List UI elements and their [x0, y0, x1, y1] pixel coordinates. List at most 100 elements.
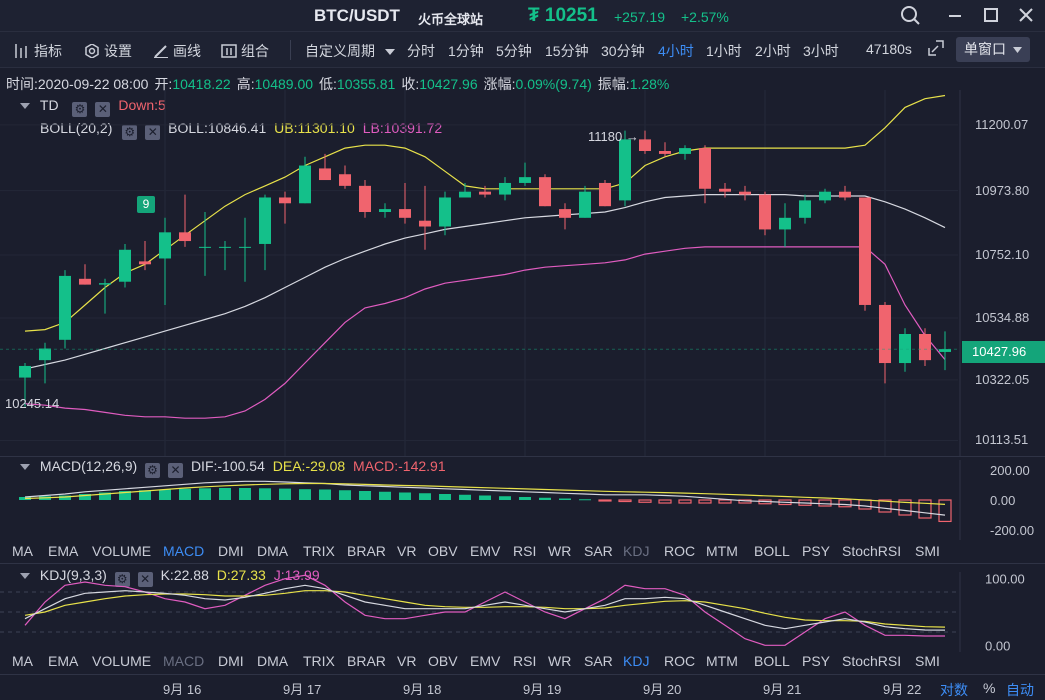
indicators-button[interactable]: 指标: [14, 41, 62, 61]
gear-icon[interactable]: ⚙: [145, 463, 161, 478]
indicator-tab-volume[interactable]: VOLUME: [92, 653, 152, 669]
indicator-tab-sar[interactable]: SAR: [584, 653, 613, 669]
indicator-tab-rsi[interactable]: RSI: [513, 653, 537, 669]
indicator-tab-emv[interactable]: EMV: [470, 653, 501, 669]
indicator-tab-roc[interactable]: ROC: [664, 543, 696, 559]
candlestick-chart[interactable]: [0, 90, 1045, 456]
indicator-tab-smi[interactable]: SMI: [915, 543, 940, 559]
indicator-tab-kdj[interactable]: KDJ: [623, 653, 650, 669]
search-icon[interactable]: [897, 4, 923, 28]
indicator-tab-vr[interactable]: VR: [397, 543, 417, 559]
period-tab-1h[interactable]: 1小时: [706, 43, 742, 59]
auto-scale-toggle[interactable]: 自动: [1006, 682, 1034, 698]
close-icon[interactable]: ✕: [168, 463, 184, 478]
macd-hist-bar: [519, 497, 531, 500]
period-tab-fenshi[interactable]: 分时: [407, 43, 435, 59]
macd-hist-bar: [598, 499, 612, 502]
macd-hist-bar: [219, 488, 231, 500]
indicator-tab-ma[interactable]: MA: [12, 543, 33, 559]
indicator-tab-trix[interactable]: TRIX: [303, 653, 335, 669]
candle-body: [639, 139, 651, 151]
period-tab-4h[interactable]: 4小时: [658, 43, 694, 59]
draw-button[interactable]: 画线: [153, 41, 201, 61]
indicator-tab-brar[interactable]: BRAR: [347, 653, 386, 669]
close-icon[interactable]: [1013, 4, 1039, 28]
period-tab-30m[interactable]: 30分钟: [601, 43, 645, 59]
indicator-tab-boll[interactable]: BOLL: [754, 543, 790, 559]
indicator-tab-kdj[interactable]: KDJ: [623, 543, 650, 559]
kdj-chart[interactable]: 100.00 0.00: [0, 572, 1045, 652]
indicator-tab-ma[interactable]: MA: [12, 653, 33, 669]
indicator-tab-dmi[interactable]: DMI: [218, 653, 244, 669]
price-tick-label: 10113.51: [975, 432, 1029, 448]
period-tab-15m[interactable]: 15分钟: [545, 43, 589, 59]
indicator-tab-mtm[interactable]: MTM: [706, 543, 738, 559]
gear-icon[interactable]: ⚙: [122, 125, 138, 140]
chevron-down-icon[interactable]: [20, 463, 30, 471]
pane-divider: [0, 456, 1045, 457]
candle-body: [579, 191, 591, 218]
gear-icon[interactable]: ⚙: [72, 102, 88, 117]
indicator-tab-wr[interactable]: WR: [548, 653, 572, 669]
indicator-tab-trix[interactable]: TRIX: [303, 543, 335, 559]
close-icon[interactable]: ✕: [137, 572, 153, 587]
indicator-tab-obv[interactable]: OBV: [428, 653, 458, 669]
kdj-k-line: [24, 584, 946, 631]
macd-hist-bar: [159, 489, 171, 500]
chevron-down-icon[interactable]: [20, 572, 30, 580]
close-icon[interactable]: ✕: [95, 102, 111, 117]
kdj-name: KDJ(9,3,3): [39, 567, 107, 583]
period-tab-5m[interactable]: 5分钟: [496, 43, 532, 59]
log-scale-toggle[interactable]: 对数: [940, 682, 968, 698]
indicator-tab-dmi[interactable]: DMI: [218, 543, 244, 559]
indicator-tab-boll[interactable]: BOLL: [754, 653, 790, 669]
indicator-tab-roc[interactable]: ROC: [664, 653, 696, 669]
candle-body: [119, 249, 131, 282]
indicator-tab-brar[interactable]: BRAR: [347, 543, 386, 559]
macd-chart[interactable]: 200.00 0.00 -200.00: [0, 460, 1045, 540]
period-tab-2h[interactable]: 2小时: [755, 43, 791, 59]
minimize-icon[interactable]: [942, 4, 968, 28]
indicator-tab-wr[interactable]: WR: [548, 543, 572, 559]
indicator-tab-macd[interactable]: MACD: [163, 653, 205, 669]
macd-hist-bar: [79, 494, 91, 500]
candle-body: [19, 365, 31, 378]
settings-button[interactable]: 设置: [84, 41, 132, 61]
custom-period-dropdown[interactable]: 自定义周期: [305, 41, 395, 61]
gear-icon[interactable]: ⚙: [114, 572, 130, 587]
candle-body: [39, 348, 51, 361]
indicator-tab-dma[interactable]: DMA: [257, 653, 289, 669]
indicator-tab-rsi[interactable]: RSI: [513, 543, 537, 559]
candle-body: [919, 334, 931, 361]
amplitude-label: 振幅:: [597, 76, 630, 92]
indicator-tab-stochrsi[interactable]: StochRSI: [842, 653, 902, 669]
indicator-tab-ema[interactable]: EMA: [48, 653, 79, 669]
indicator-tab-stochrsi[interactable]: StochRSI: [842, 543, 902, 559]
indicator-tab-mtm[interactable]: MTM: [706, 653, 738, 669]
maximize-icon[interactable]: [978, 4, 1004, 28]
combine-button[interactable]: 组合: [221, 41, 269, 61]
candle-body: [659, 151, 671, 154]
period-tab-1m[interactable]: 1分钟: [448, 43, 484, 59]
close-icon[interactable]: ✕: [145, 125, 161, 140]
period-tab-3h[interactable]: 3小时: [803, 43, 839, 59]
indicator-tab-obv[interactable]: OBV: [428, 543, 458, 559]
indicator-tab-smi[interactable]: SMI: [915, 653, 940, 669]
indicator-tab-volume[interactable]: VOLUME: [92, 543, 152, 559]
indicator-tab-macd[interactable]: MACD: [163, 543, 205, 559]
chevron-down-icon[interactable]: [20, 102, 30, 110]
indicator-tab-psy[interactable]: PSY: [802, 653, 831, 669]
macd-hist-bar: [359, 491, 371, 500]
macd-dea-line: [24, 482, 946, 505]
low-label: 低:: [319, 76, 337, 92]
indicator-tab-dma[interactable]: DMA: [257, 543, 289, 559]
macd-hist-bar: [559, 498, 571, 500]
indicator-tab-vr[interactable]: VR: [397, 653, 417, 669]
indicator-tab-psy[interactable]: PSY: [802, 543, 831, 559]
indicator-tab-ema[interactable]: EMA: [48, 543, 79, 559]
indicator-tab-emv[interactable]: EMV: [470, 543, 501, 559]
percent-scale-toggle[interactable]: %: [983, 680, 996, 696]
indicator-tab-sar[interactable]: SAR: [584, 543, 613, 559]
window-mode-dropdown[interactable]: 单窗口: [956, 37, 1030, 62]
screenshot-icon[interactable]: [928, 40, 944, 59]
